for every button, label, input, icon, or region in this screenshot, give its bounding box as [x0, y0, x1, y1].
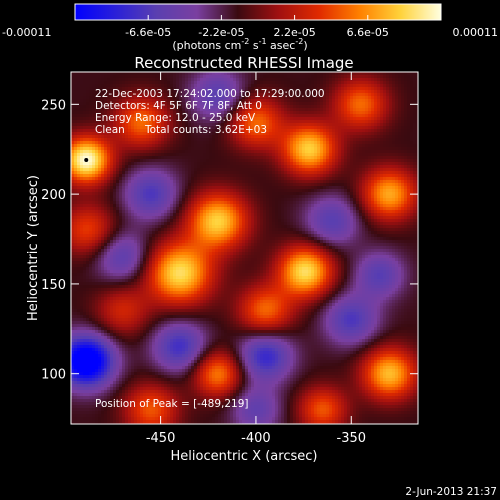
- x-tick-label: -350: [337, 431, 367, 446]
- y-tick-label: 100: [41, 368, 66, 383]
- x-axis: -450 -400 -350: [146, 72, 366, 446]
- colorbar-tick-label: 6.6e-05: [347, 26, 389, 39]
- colorbar-ticks: -0.00011 -6.6e-05 -2.2e-05 2.2e-05 6.6e-05 0.…: [2, 15, 498, 39]
- y-tick-label: 150: [41, 278, 66, 293]
- annotation-peak-position: Position of Peak = [-489,219]: [95, 398, 249, 410]
- heatmap-cells: [71, 72, 418, 424]
- x-tick-label: -400: [241, 431, 271, 446]
- colorbar-tick-label: -0.00011: [2, 26, 51, 39]
- colorbar-tick-label: -6.6e-05: [125, 26, 171, 39]
- annotation-total-counts: Total counts: 3.62E+03: [144, 124, 267, 136]
- colorbar: -0.00011 -6.6e-05 -2.2e-05 2.2e-05 6.6e-05 0.…: [2, 3, 498, 52]
- annotation-energy-range: Energy Range: 12.0 - 25.0 keV: [95, 112, 256, 124]
- colorbar-strip: [74, 3, 442, 21]
- annotation-time-range: 22-Dec-2003 17:24:02.000 to 17:29:00.000: [95, 88, 325, 100]
- y-axis: 100 150 200 250: [41, 98, 418, 383]
- annotations: 22-Dec-2003 17:24:02.000 to 17:29:00.000…: [95, 88, 325, 410]
- y-tick-label: 250: [41, 98, 66, 113]
- y-axis-label: Heliocentric Y (arcsec): [26, 175, 41, 321]
- annotation-detectors: Detectors: 4F 5F 6F 7F 8F, Att 0: [95, 100, 262, 112]
- colorbar-units: (photons cm-2 s-1 asec-2): [172, 37, 307, 52]
- x-axis-label: Heliocentric X (arcsec): [171, 449, 318, 464]
- colorbar-tick-label: 0.00011: [453, 26, 499, 39]
- plot-frame: [70, 71, 419, 425]
- y-tick-label: 200: [41, 188, 66, 203]
- colorbar-tick-label: 2.2e-05: [273, 26, 315, 39]
- heatmap: [71, 72, 418, 424]
- x-tick-label: -450: [146, 431, 176, 446]
- colorbar-tick-label: -2.2e-05: [198, 26, 244, 39]
- peak-marker: [84, 158, 89, 162]
- chart-title: Reconstructed RHESSI Image: [134, 54, 353, 72]
- annotation-clean: Clean: [95, 124, 125, 136]
- footer-date: 2-Jun-2013 21:37: [405, 486, 497, 498]
